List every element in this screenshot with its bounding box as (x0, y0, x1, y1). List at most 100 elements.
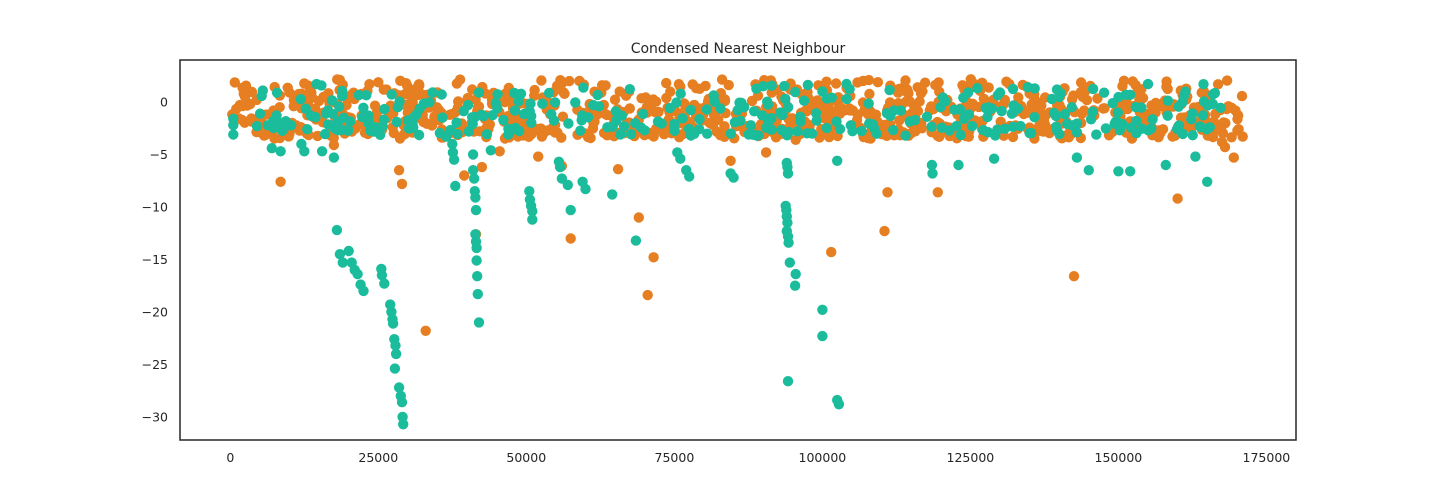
data-point (794, 111, 806, 123)
data-point (390, 340, 401, 351)
data-point (926, 121, 937, 132)
data-point (1120, 89, 1132, 101)
data-point (526, 117, 537, 128)
data-point (326, 95, 338, 106)
data-point (536, 131, 548, 142)
data-point (527, 206, 538, 217)
data-point (735, 115, 746, 127)
data-point (900, 86, 911, 97)
data-point (448, 154, 460, 165)
data-point (447, 138, 458, 150)
data-point (756, 110, 768, 121)
data-point (473, 87, 485, 98)
data-point (337, 257, 348, 268)
data-point (1059, 109, 1071, 120)
data-point (691, 83, 702, 94)
data-point (802, 79, 814, 91)
data-point (509, 105, 521, 116)
data-point (1029, 83, 1040, 94)
data-point (833, 399, 845, 410)
data-point (1100, 123, 1112, 134)
data-point (1015, 120, 1026, 132)
data-point (826, 246, 837, 258)
data-point (652, 116, 664, 127)
data-point (863, 74, 875, 86)
data-point (864, 88, 875, 100)
data-point (299, 146, 310, 157)
data-point (239, 91, 251, 102)
data-point (824, 131, 835, 143)
data-point (398, 419, 409, 430)
data-point (485, 145, 496, 156)
data-point (476, 161, 488, 173)
data-point (322, 119, 334, 130)
data-point (841, 93, 852, 105)
data-point (334, 101, 345, 112)
data-point (254, 108, 266, 119)
data-point (909, 124, 920, 135)
y-tick-label: −15 (142, 252, 168, 267)
data-point (895, 105, 907, 116)
data-point (762, 96, 773, 107)
data-point (1190, 151, 1201, 162)
data-point (1136, 102, 1147, 113)
data-point (766, 124, 777, 135)
data-point (630, 235, 642, 246)
data-point (1187, 130, 1198, 141)
data-point (470, 192, 481, 203)
data-point (451, 117, 462, 128)
data-point (1087, 106, 1099, 117)
data-point (596, 80, 608, 91)
data-point (1029, 112, 1040, 123)
data-point (307, 92, 318, 103)
data-point (1071, 118, 1083, 129)
data-point (612, 164, 624, 175)
data-point (414, 103, 425, 114)
plot-frame (179, 59, 1297, 441)
data-point (1006, 108, 1018, 119)
data-point (588, 99, 599, 111)
data-point (609, 94, 621, 105)
data-point (240, 80, 252, 91)
data-point (454, 74, 466, 85)
data-point (413, 86, 424, 97)
data-point (257, 85, 268, 96)
data-point (1055, 88, 1066, 99)
data-point (1226, 132, 1237, 143)
data-point (1112, 107, 1124, 118)
data-point (790, 134, 801, 145)
x-tick-label: 75000 (655, 450, 695, 465)
data-point (1034, 104, 1045, 115)
data-point (1063, 132, 1075, 143)
data-point (266, 143, 277, 154)
y-axis-ticks: 0 −5 −10 −15 −20 −25 −30 (142, 95, 168, 425)
data-point (300, 103, 311, 114)
data-point (958, 92, 969, 103)
data-point (316, 80, 327, 91)
data-point (271, 87, 283, 98)
data-point (852, 77, 863, 88)
data-point (427, 87, 438, 98)
data-point (677, 113, 688, 124)
data-point (843, 103, 855, 114)
data-point (1122, 103, 1133, 115)
data-point (871, 128, 882, 139)
data-point (779, 80, 790, 92)
data-point (817, 304, 828, 315)
data-point (789, 280, 801, 291)
data-point (994, 87, 1006, 98)
data-point (624, 84, 635, 95)
y-tick-label: −5 (150, 147, 168, 162)
data-point (399, 89, 411, 100)
data-point (845, 120, 857, 131)
data-point (743, 129, 754, 140)
data-point (352, 268, 363, 280)
data-point (578, 82, 589, 93)
data-point (930, 79, 941, 91)
data-point (368, 126, 379, 137)
data-point (332, 74, 343, 85)
data-point (819, 106, 830, 117)
data-point (565, 204, 576, 216)
data-point (1008, 100, 1019, 111)
data-point (1137, 92, 1149, 104)
